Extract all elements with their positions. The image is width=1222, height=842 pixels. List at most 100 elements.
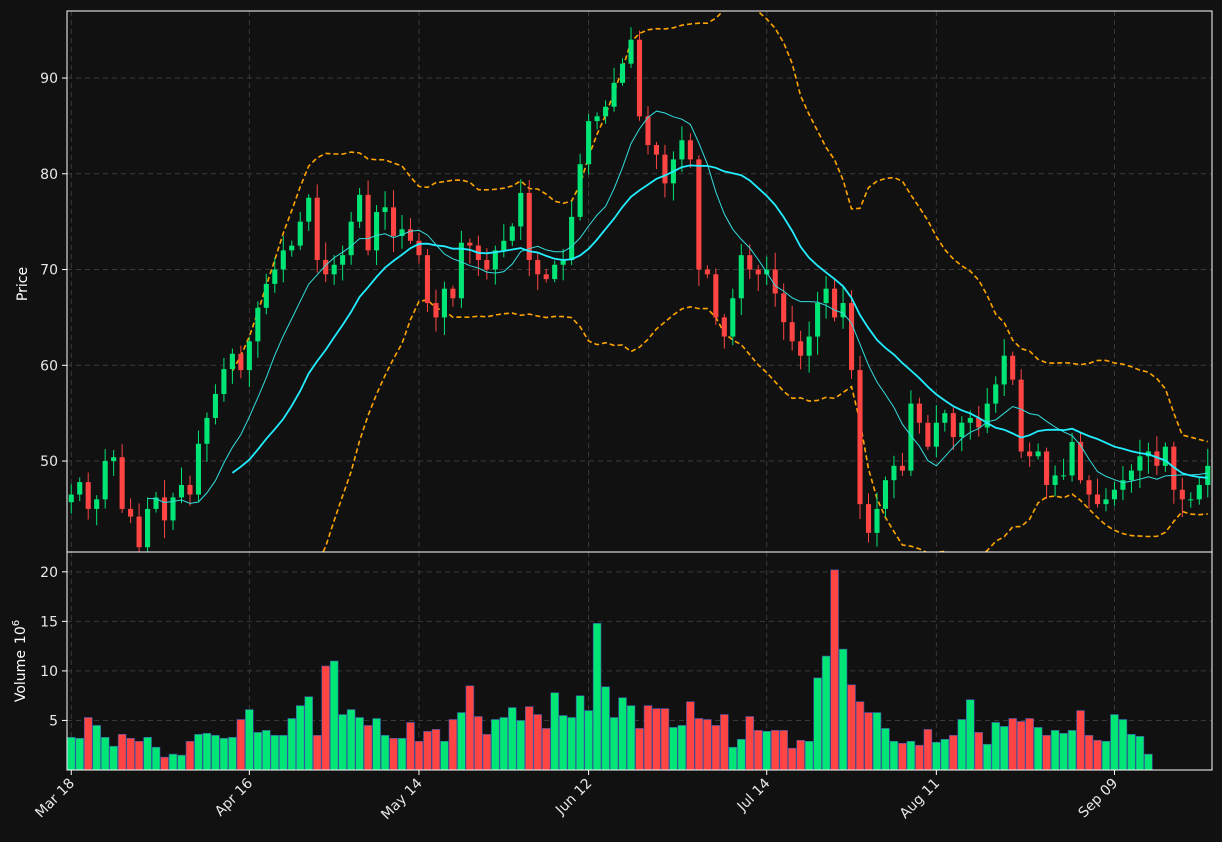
candle-body (467, 242, 473, 246)
volume-bar (1008, 718, 1017, 771)
volume-bar (474, 716, 483, 771)
volume-bar (804, 740, 814, 771)
candle-body (772, 269, 778, 294)
candle-body (221, 369, 227, 395)
candle-body (68, 494, 74, 503)
candle-body (1069, 441, 1075, 476)
candle-body (1044, 451, 1050, 485)
volume-bar (720, 714, 729, 771)
candle-body (458, 242, 464, 299)
volume-bar (406, 722, 415, 771)
candle-body (815, 303, 821, 337)
price-tick-label: 70 (40, 263, 58, 279)
candle-body (407, 229, 414, 241)
candlesticks (68, 27, 1211, 552)
volume-bar (821, 655, 831, 771)
candle-body (619, 63, 626, 83)
candle-body (195, 443, 202, 495)
volume-bar (295, 705, 305, 771)
volume-bar (279, 735, 288, 771)
candle-body (645, 116, 651, 146)
volume-bar (346, 709, 356, 771)
volume-bar (855, 701, 865, 771)
candle-body (1111, 489, 1118, 500)
volume-bar (219, 737, 229, 771)
candle-body (399, 229, 405, 237)
price-tick-label: 60 (40, 358, 58, 374)
candle-body (1120, 480, 1126, 490)
candle-body (603, 106, 609, 117)
volume-bar (448, 719, 458, 771)
candle-body (653, 145, 660, 155)
candle-body (586, 121, 592, 165)
candle-body (289, 245, 295, 251)
candle-body (1205, 465, 1211, 485)
volume-panel-frame (66, 551, 1213, 771)
candle-body (1196, 484, 1202, 500)
volume-bar (1025, 718, 1034, 771)
candle-body (865, 504, 872, 533)
volume-bar (626, 705, 636, 771)
candle-body (730, 298, 736, 337)
volume-bar (838, 648, 848, 771)
candle-body (1128, 470, 1134, 481)
volume-bar (516, 720, 526, 771)
candle-body (238, 353, 244, 371)
candle-body (1094, 494, 1101, 505)
candle-body (789, 322, 795, 342)
candle-body (882, 480, 889, 509)
volume-bar (787, 747, 797, 771)
candle-body (229, 353, 235, 370)
volume-bar (1110, 714, 1119, 771)
candle-body (374, 212, 380, 251)
candle-body (526, 192, 532, 260)
candle-body (297, 221, 303, 246)
candle-body (450, 288, 456, 299)
volume-bar (414, 740, 424, 771)
candle-body (365, 194, 371, 251)
volume-bar (117, 734, 127, 771)
price-tick-label: 80 (40, 167, 58, 183)
candle-body (102, 461, 108, 500)
volume-bar (796, 739, 805, 771)
candle-body (925, 422, 931, 447)
volume-unit-exponent: 6 (11, 620, 22, 626)
candle-body (119, 457, 125, 509)
candle-body (314, 197, 320, 260)
candle-body (543, 274, 549, 280)
candle-body (848, 303, 855, 371)
volume-bar (440, 740, 449, 771)
volume-bar (940, 738, 950, 771)
volume-bar (609, 717, 619, 771)
volume-bar (1101, 740, 1111, 771)
volume-bar (813, 677, 822, 771)
candle-body (518, 192, 524, 227)
volume-bar (753, 730, 763, 771)
volume-bar (737, 738, 746, 771)
candle-body (840, 303, 846, 318)
volume-bar (694, 718, 704, 771)
candle-body (212, 394, 218, 418)
volume-bar (109, 745, 118, 771)
candle-body (942, 413, 948, 423)
candle-body (246, 341, 252, 371)
volume-bar (686, 701, 695, 771)
volume-bar (1016, 721, 1026, 771)
volume-bar (906, 740, 916, 771)
volume-bar (1067, 730, 1077, 771)
volume-bar (847, 684, 856, 771)
volume-bar (864, 712, 873, 771)
candle-body (382, 207, 388, 213)
candle-body (899, 465, 905, 471)
price-axis-title: Price (15, 267, 31, 301)
volume-bar (304, 696, 313, 771)
candle-body (798, 341, 804, 356)
candle-body (738, 255, 744, 299)
candle-body (111, 457, 117, 462)
volume-bar (67, 736, 76, 771)
candle-body (187, 484, 193, 495)
candle-body (1179, 489, 1185, 500)
volume-bar (652, 708, 661, 771)
